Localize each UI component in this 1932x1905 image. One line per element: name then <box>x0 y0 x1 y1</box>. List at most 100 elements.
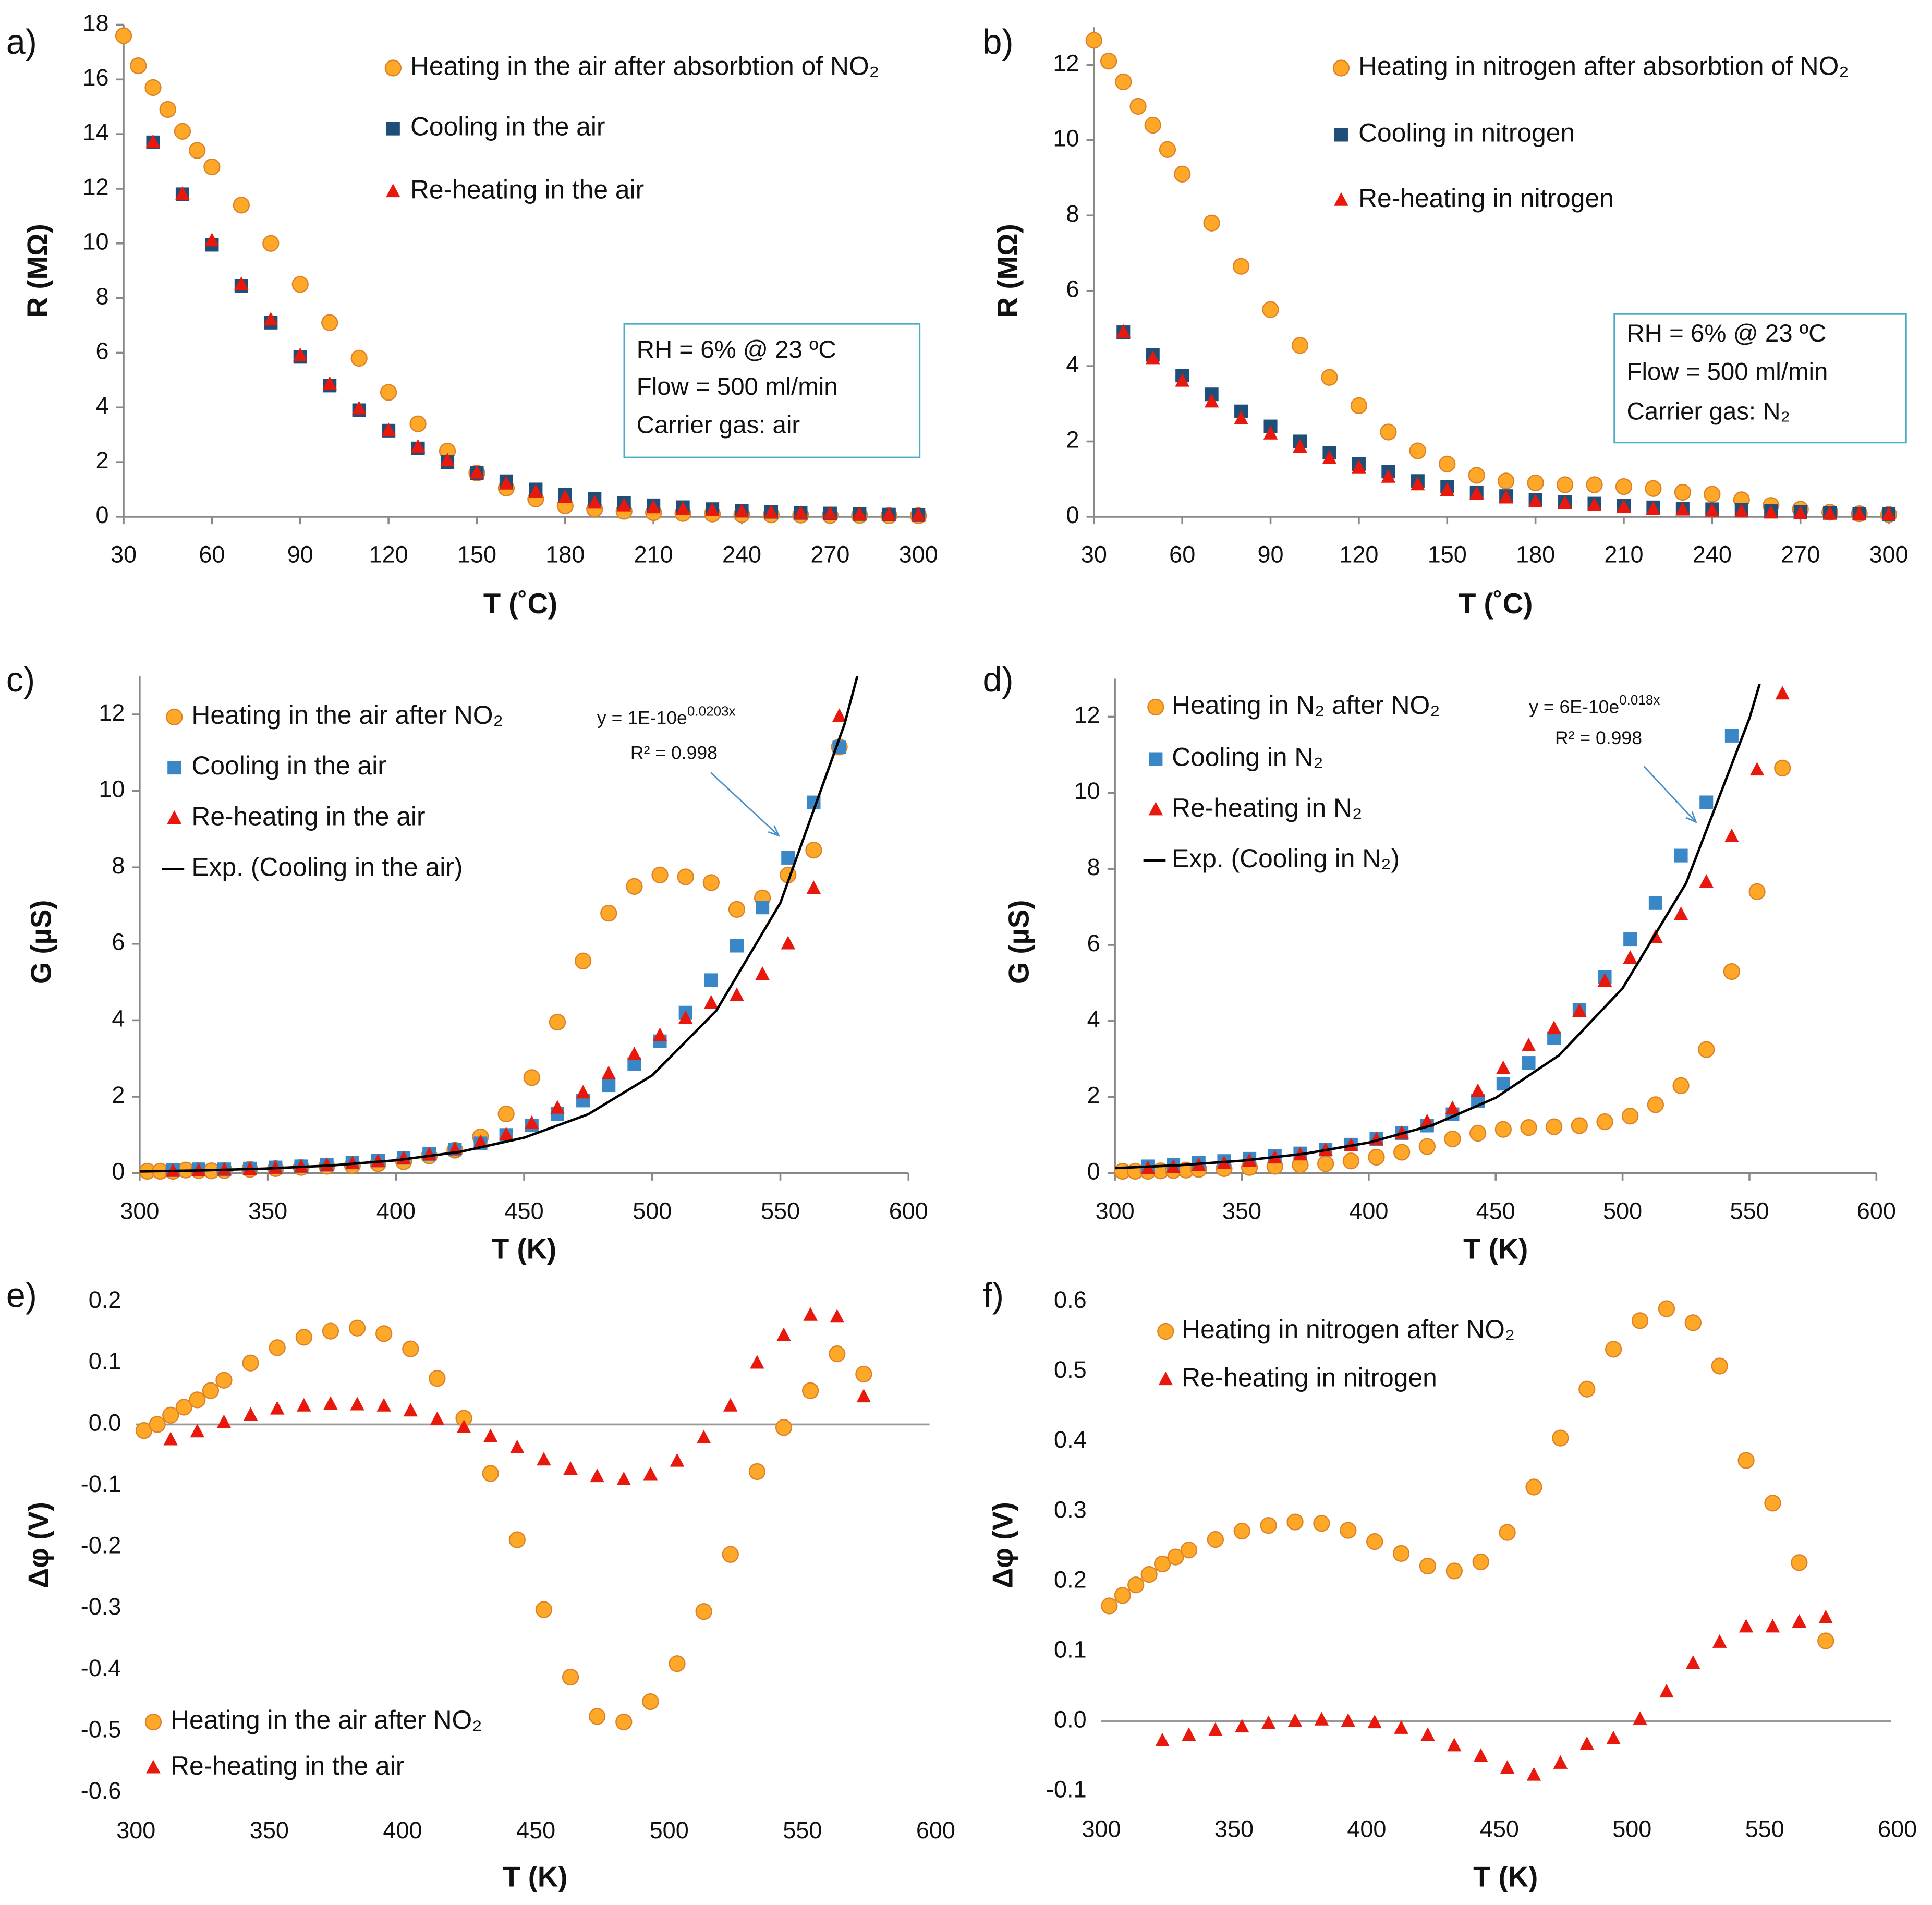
x-tick-label: 600 <box>1857 1197 1896 1224</box>
data-point <box>1232 258 1250 275</box>
y-tick-label: 0.0 <box>1054 1706 1087 1733</box>
x-tick-label: 600 <box>889 1197 928 1224</box>
x-tick-label: 450 <box>1480 1816 1519 1842</box>
data-point <box>1116 324 1131 338</box>
x-tick-label: 300 <box>899 541 938 568</box>
annotation-text: Carrier gas: air <box>637 411 800 439</box>
x-tick-label: 400 <box>383 1817 422 1843</box>
data-point <box>669 1655 686 1672</box>
data-point <box>1394 1720 1408 1734</box>
x-tick-label: 450 <box>505 1197 544 1224</box>
data-point <box>1527 474 1544 492</box>
data-point <box>1658 1300 1675 1317</box>
data-point <box>602 1078 616 1093</box>
data-point <box>1606 1730 1621 1744</box>
data-point <box>348 1319 366 1337</box>
x-tick-label: 500 <box>1603 1197 1642 1224</box>
data-point <box>728 901 746 918</box>
data-point <box>1724 729 1739 743</box>
data-point <box>911 507 926 521</box>
data-point <box>1140 1566 1158 1583</box>
data-point <box>1698 1041 1715 1058</box>
data-point <box>1684 1314 1702 1331</box>
data-point <box>216 1414 232 1428</box>
data-point <box>1317 1155 1334 1172</box>
data-point <box>776 1327 791 1341</box>
data-point <box>499 476 514 490</box>
annotation-text: Flow = 500 ml/min <box>1627 358 1828 385</box>
data-point <box>508 1531 526 1548</box>
data-point <box>730 987 744 1001</box>
data-point <box>1129 98 1147 115</box>
data-point <box>590 1468 604 1483</box>
data-point <box>1818 1609 1833 1623</box>
fit-line <box>1115 683 1761 1170</box>
x-tick-label: 300 <box>1869 541 1908 568</box>
data-point <box>1167 1548 1184 1566</box>
data-point <box>1699 874 1714 888</box>
annotation-box <box>1613 313 1907 444</box>
data-point <box>1291 337 1309 354</box>
data-point <box>855 1365 872 1383</box>
legend-swatch <box>1148 802 1163 816</box>
x-tick-label: 180 <box>545 541 585 568</box>
data-point <box>803 1307 818 1321</box>
legend-label: Re-heating in the air <box>191 802 425 831</box>
data-point <box>376 1398 391 1412</box>
data-point <box>646 500 661 514</box>
data-point <box>233 197 250 214</box>
data-point <box>1114 1587 1131 1604</box>
data-point <box>1881 506 1896 520</box>
x-tick-label: 90 <box>287 541 313 568</box>
data-point <box>652 1027 667 1041</box>
data-point <box>323 1396 338 1410</box>
data-point <box>189 142 206 159</box>
y-axis-title: R (MΩ) <box>21 224 53 318</box>
y-tick-label: 10 <box>1053 125 1079 152</box>
y-tick-label: 4 <box>112 1005 125 1032</box>
y-axis-title: G (µS) <box>25 900 57 985</box>
data-point <box>1207 1531 1224 1548</box>
data-point <box>651 866 669 883</box>
panel-label: e) <box>6 1277 37 1315</box>
data-point <box>1739 1619 1754 1633</box>
x-tick-label: 180 <box>1516 541 1555 568</box>
data-point <box>1234 410 1248 424</box>
data-point <box>1673 906 1688 920</box>
y-tick-label: 4 <box>1066 351 1079 378</box>
data-point <box>587 495 602 509</box>
data-point <box>371 1154 385 1168</box>
data-point <box>1367 1715 1382 1729</box>
data-point <box>409 415 427 432</box>
data-point <box>1085 32 1102 49</box>
legend-label: Cooling in the air <box>191 751 386 780</box>
data-point <box>1115 73 1132 91</box>
data-point <box>1469 486 1484 500</box>
legend-label: Cooling in nitrogen <box>1358 118 1575 148</box>
data-point <box>723 1398 738 1412</box>
data-point <box>162 1406 179 1424</box>
y-tick-label: -0.4 <box>81 1655 121 1681</box>
data-point <box>1633 1711 1647 1725</box>
data-point <box>263 312 278 326</box>
data-point <box>535 1601 553 1618</box>
data-point <box>190 1424 205 1438</box>
legend-label: Re-heating in N₂ <box>1172 793 1362 822</box>
data-point <box>589 1708 606 1725</box>
data-point <box>1496 1060 1511 1074</box>
data-point <box>1623 932 1637 947</box>
data-point <box>1321 369 1338 386</box>
data-point <box>764 504 779 518</box>
annotation-arrow <box>1643 766 1697 823</box>
legend-label: Cooling in the air <box>410 112 605 141</box>
data-point <box>293 347 308 361</box>
legend-swatch <box>1157 1322 1174 1340</box>
data-point <box>202 1382 220 1399</box>
x-tick-label: 550 <box>761 1197 800 1224</box>
x-tick-label: 450 <box>516 1817 555 1843</box>
data-point <box>558 489 573 503</box>
data-point <box>722 1546 739 1563</box>
y-tick-label: 0 <box>1066 502 1079 528</box>
data-point <box>1648 896 1662 910</box>
data-point <box>832 708 847 722</box>
